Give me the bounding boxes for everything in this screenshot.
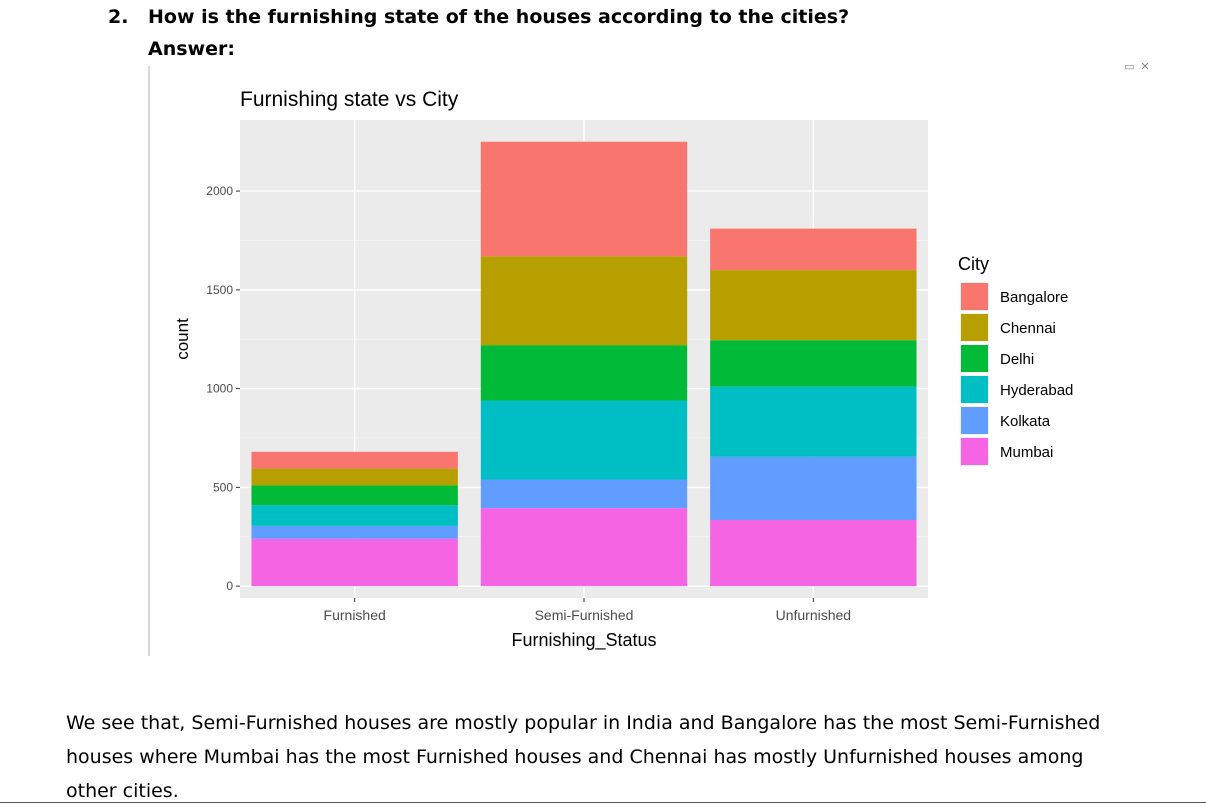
bar-kolkata-furnished: [251, 525, 458, 539]
chart-title: Furnishing state vs City: [240, 88, 459, 111]
bar-mumbai-semi-furnished: [480, 508, 688, 587]
bar-bangalore-semi-furnished: [480, 141, 688, 257]
legend-swatch-delhi: [961, 345, 988, 372]
legend-title: City: [958, 254, 989, 274]
bar-chennai-furnished: [251, 468, 458, 486]
legend-label-delhi: Delhi: [1000, 351, 1034, 368]
legend-swatch-chennai: [961, 314, 988, 341]
x-tick-label: Unfurnished: [776, 607, 852, 623]
y-tick-label: 0: [226, 579, 233, 593]
left-margin-rule: [148, 66, 150, 656]
bar-delhi-semi-furnished: [480, 345, 688, 401]
bar-delhi-furnished: [251, 485, 458, 506]
furnishing-chart: 0 500 1000 1500 2000 Furnished Semi-Furnished U…: [173, 88, 1073, 651]
x-tick-label: Semi-Furnished: [535, 607, 634, 623]
legend-swatch-mumbai: [961, 438, 988, 465]
question-text: How is the furnishing state of the house…: [148, 6, 850, 28]
legend-swatch-hyderabad: [961, 376, 988, 403]
bar-mumbai-furnished: [251, 538, 458, 587]
bar-bangalore-furnished: [251, 451, 458, 469]
conclusion-paragraph: We see that, Semi-Furnished houses are m…: [66, 712, 1101, 802]
x-axis-label: Furnishing_Status: [511, 630, 656, 651]
legend-label-chennai: Chennai: [1000, 320, 1056, 337]
bar-hyderabad-unfurnished: [710, 386, 917, 457]
bar-chennai-semi-furnished: [480, 256, 688, 346]
y-tick-label: 1500: [206, 283, 233, 297]
bar-mumbai-unfurnished: [710, 519, 917, 587]
minimize-icon[interactable]: ▭: [1124, 60, 1141, 73]
bar-bangalore-unfurnished: [710, 228, 917, 271]
x-tick-label: Furnished: [324, 607, 386, 623]
y-axis-label: count: [173, 318, 192, 360]
bar-hyderabad-furnished: [251, 505, 458, 526]
legend-label-bangalore: Bangalore: [1000, 289, 1068, 306]
legend-swatch-bangalore: [961, 283, 988, 310]
y-tick-label: 500: [213, 480, 233, 494]
answer-label: Answer:: [148, 38, 235, 60]
legend-label-hyderabad: Hyderabad: [1000, 382, 1073, 399]
y-tick-label: 2000: [206, 184, 233, 198]
question-heading: 2. How is the furnishing state of the hou…: [108, 6, 849, 28]
bar-kolkata-semi-furnished: [480, 479, 688, 509]
bar-hyderabad-semi-furnished: [480, 400, 688, 480]
corner-icons: ▭✕: [1124, 60, 1156, 73]
question-number: 2.: [108, 6, 129, 28]
bar-delhi-unfurnished: [710, 340, 917, 387]
legend-swatch-kolkata: [961, 407, 988, 434]
bottom-rule: [0, 802, 1206, 803]
legend-label-mumbai: Mumbai: [1000, 444, 1053, 461]
y-tick-label: 1000: [206, 382, 233, 396]
bar-kolkata-unfurnished: [710, 456, 917, 520]
bar-chennai-unfurnished: [710, 270, 917, 341]
legend-label-kolkata: Kolkata: [1000, 413, 1051, 430]
close-icon[interactable]: ✕: [1140, 60, 1156, 73]
